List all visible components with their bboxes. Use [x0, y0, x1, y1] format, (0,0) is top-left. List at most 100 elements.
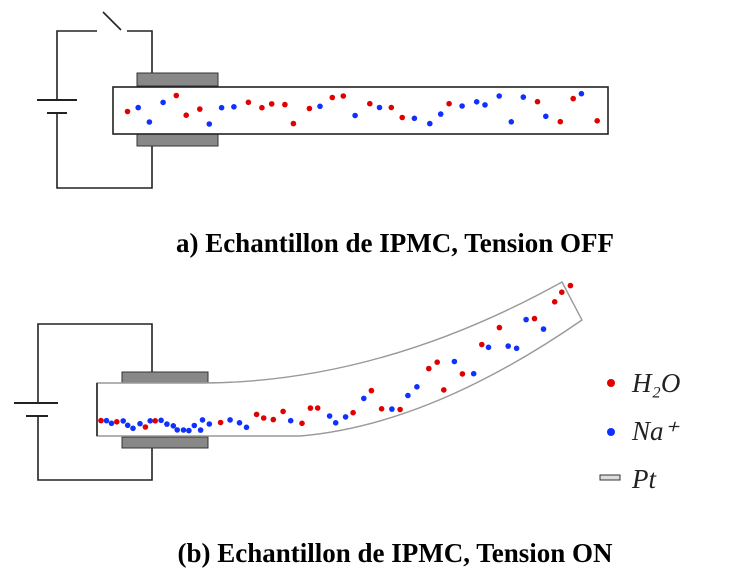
particle: [231, 104, 237, 110]
particle: [389, 406, 395, 412]
particle: [142, 424, 149, 430]
particle: [152, 418, 158, 424]
particle: [314, 405, 321, 411]
particle: [180, 427, 187, 433]
particle: [505, 343, 512, 349]
particle: [299, 420, 305, 427]
particle: [496, 324, 503, 331]
particle: [137, 420, 143, 427]
particle: [352, 112, 358, 119]
particle: [411, 115, 418, 122]
particle: [186, 427, 192, 434]
particle: [218, 104, 225, 111]
particle: [520, 94, 527, 100]
particle: [470, 370, 477, 377]
particle: [160, 99, 166, 106]
legend: H₂O Na⁺ Pt: [599, 368, 680, 494]
particle: [259, 104, 265, 111]
particle: [282, 101, 288, 108]
particle: [158, 417, 164, 424]
particle: [361, 395, 367, 402]
legend-na: Na⁺: [631, 416, 680, 446]
particle: [459, 103, 465, 109]
particle: [197, 427, 204, 433]
particle: [451, 358, 458, 365]
caption-b: (b) Echantillon de IPMC, Tension ON: [177, 538, 613, 568]
particle: [329, 94, 336, 101]
particle: [441, 387, 447, 393]
particle: [280, 408, 286, 415]
circuit-off: [37, 11, 609, 189]
particle: [206, 421, 213, 427]
particle: [473, 99, 480, 105]
particle: [434, 359, 441, 366]
particle: [376, 104, 383, 111]
particle: [567, 282, 574, 289]
particle: [135, 104, 141, 111]
particle: [578, 90, 585, 97]
particle: [446, 100, 452, 107]
particle: [317, 103, 323, 110]
particle: [199, 417, 206, 423]
particle: [130, 425, 136, 432]
particle: [368, 387, 375, 394]
particle: [551, 299, 558, 305]
particle: [270, 416, 277, 423]
particle: [426, 365, 432, 372]
particle: [557, 118, 564, 125]
legend-pt: Pt: [631, 464, 657, 494]
particle: [397, 406, 403, 413]
particle: [459, 371, 466, 377]
particle: [103, 417, 110, 424]
particle: [174, 427, 180, 433]
particle: [98, 417, 104, 424]
particle: [427, 120, 433, 127]
particle: [191, 422, 198, 429]
particle: [388, 104, 395, 111]
particle: [570, 95, 576, 102]
particle: [534, 98, 541, 105]
particle: [332, 420, 339, 426]
particle: [479, 341, 485, 348]
particle: [197, 106, 203, 112]
particle: [183, 112, 189, 118]
particle: [206, 121, 213, 127]
particle: [290, 120, 297, 127]
particle: [146, 119, 153, 125]
particle: [307, 405, 314, 411]
particle: [513, 345, 520, 352]
particle: [508, 119, 515, 125]
particle: [173, 92, 180, 99]
particle: [342, 414, 349, 420]
particle: [268, 101, 275, 107]
particle: [245, 99, 252, 106]
particle: [523, 316, 529, 323]
particle: [260, 415, 267, 421]
caption-a: a) Echantillon de IPMC, Tension OFF: [176, 228, 614, 258]
particle: [340, 93, 347, 99]
legend-h2o: H₂O: [631, 368, 680, 398]
particle: [414, 384, 420, 390]
particle: [399, 114, 406, 121]
particle: [531, 315, 538, 322]
particle: [350, 409, 356, 416]
particle: [287, 417, 294, 424]
particle: [227, 417, 233, 423]
particle: [124, 108, 131, 115]
particle: [543, 113, 549, 120]
particle: [482, 102, 488, 108]
particle: [326, 413, 333, 419]
particle: [485, 344, 492, 351]
particle: [594, 118, 600, 124]
particle: [559, 289, 565, 296]
particle: [437, 111, 444, 117]
particle: [108, 420, 115, 427]
particle: [306, 105, 313, 112]
particle: [253, 411, 260, 418]
particle: [120, 418, 126, 424]
particle: [496, 93, 503, 99]
particle: [164, 421, 170, 427]
particle: [243, 424, 250, 431]
particle: [124, 422, 131, 429]
